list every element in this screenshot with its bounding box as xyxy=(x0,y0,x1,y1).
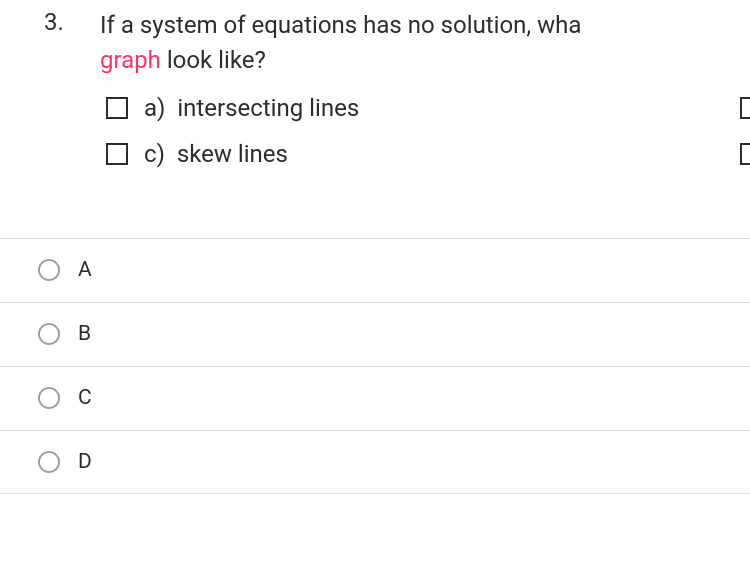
option-a-text: intersecting lines xyxy=(177,94,359,122)
question-number: 3. xyxy=(44,8,100,36)
option-a[interactable]: a) intersecting lines xyxy=(106,94,359,122)
options-grid: a) intersecting lines c) skew lines xyxy=(44,94,750,168)
answer-label-c: C xyxy=(78,386,92,410)
option-c-label: c) skew lines xyxy=(144,140,288,168)
option-row-1: a) intersecting lines xyxy=(106,94,750,122)
option-a-letter: a) xyxy=(144,94,165,122)
question-text: If a system of equations has no solution… xyxy=(100,8,581,78)
checkbox-icon xyxy=(106,97,128,119)
checkbox-partial-icon xyxy=(740,97,750,119)
question-text-part1: If a system of equations has no solution… xyxy=(100,11,581,39)
question-row: 3. If a system of equations has no solut… xyxy=(44,8,750,78)
question-highlight: graph xyxy=(100,46,161,74)
answer-option-d[interactable]: D xyxy=(0,430,750,494)
checkbox-icon xyxy=(106,143,128,165)
answer-option-a[interactable]: A xyxy=(0,238,750,302)
answer-option-b[interactable]: B xyxy=(0,302,750,366)
radio-icon xyxy=(38,259,60,281)
answer-label-b: B xyxy=(78,322,91,346)
question-container: 3. If a system of equations has no solut… xyxy=(0,0,750,168)
question-text-part2: look like? xyxy=(161,46,266,74)
option-a-label: a) intersecting lines xyxy=(144,94,359,122)
answer-label-a: A xyxy=(78,258,92,282)
option-c-text: skew lines xyxy=(177,140,288,168)
radio-icon xyxy=(38,387,60,409)
answer-list: A B C D xyxy=(0,238,750,494)
checkbox-partial-icon xyxy=(740,143,750,165)
answer-label-d: D xyxy=(78,450,92,474)
radio-icon xyxy=(38,451,60,473)
option-c-letter: c) xyxy=(144,140,165,168)
radio-icon xyxy=(38,323,60,345)
answer-option-c[interactable]: C xyxy=(0,366,750,430)
option-row-2: c) skew lines xyxy=(106,140,750,168)
option-c[interactable]: c) skew lines xyxy=(106,140,288,168)
